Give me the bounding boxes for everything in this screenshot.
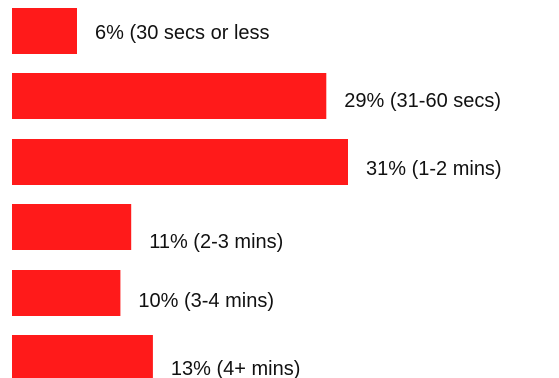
bar-label-5: 13% (4+ mins) (171, 358, 301, 378)
bar-label-0: 6% (30 secs or less (95, 22, 270, 44)
bar-4 (12, 270, 121, 316)
bar-0 (12, 8, 77, 54)
bar-3 (12, 204, 132, 250)
bar-1 (12, 73, 327, 119)
bar-label-4: 10% (3-4 mins) (138, 290, 274, 312)
bar-label-2: 31% (1-2 mins) (366, 158, 502, 180)
bar-2 (12, 139, 348, 185)
bar-label-3: 11% (2-3 mins) (149, 231, 283, 253)
bar-label-1: 29% (31-60 secs) (344, 90, 501, 112)
bar-5 (12, 335, 153, 378)
